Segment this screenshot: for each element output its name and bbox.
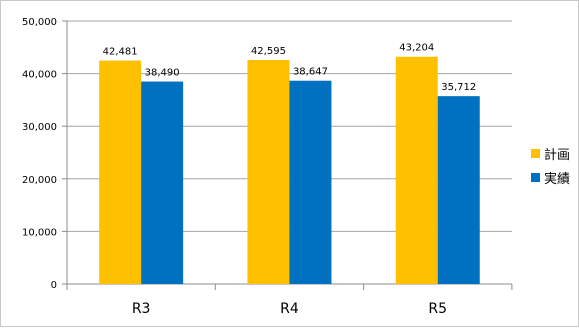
legend-label: 実績 — [544, 171, 570, 187]
y-tick-label: 10,000 — [22, 227, 57, 238]
bar-plan — [247, 59, 290, 284]
data-label: 42,595 — [251, 46, 286, 57]
y-tick-label: 40,000 — [22, 70, 57, 81]
data-label: 35,712 — [441, 82, 476, 93]
data-label: 43,204 — [399, 43, 434, 54]
y-tick-label: 50,000 — [22, 17, 57, 28]
bar-plan — [395, 56, 438, 284]
data-label: 42,481 — [103, 47, 138, 58]
y-tick-label: 0 — [51, 280, 57, 291]
bar-actual — [141, 81, 184, 284]
y-tick-label: 20,000 — [22, 175, 57, 186]
x-category-label: R5 — [428, 301, 447, 317]
x-category-label: R3 — [132, 301, 151, 317]
bar-actual — [289, 80, 332, 284]
x-category-label: R4 — [280, 301, 299, 317]
data-label: 38,647 — [293, 67, 328, 78]
bar-plan — [99, 60, 142, 284]
legend-label: 計画 — [544, 147, 570, 163]
bar-actual — [437, 96, 480, 284]
legend-swatch — [531, 173, 540, 182]
data-label: 38,490 — [145, 68, 180, 79]
legend-swatch — [531, 149, 540, 158]
y-tick-label: 30,000 — [22, 122, 57, 133]
